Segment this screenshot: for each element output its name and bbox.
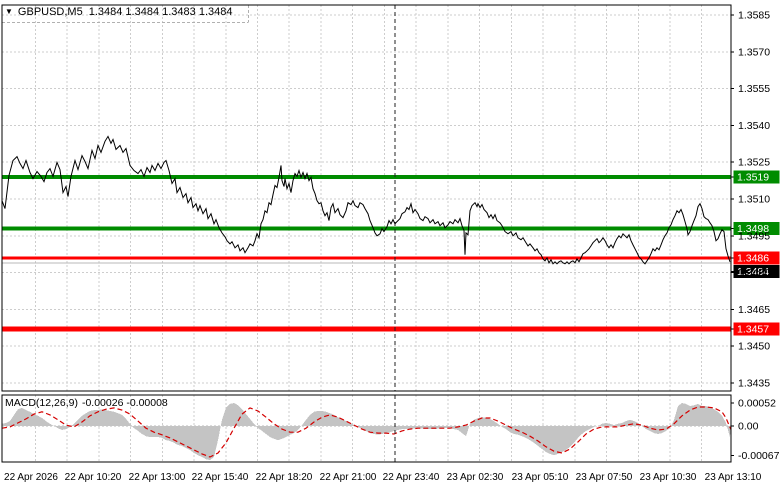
level-tag-1.3457: 1.3457 — [737, 324, 769, 336]
time-axis-labels[interactable]: 22 Apr 2026 22 Apr 10:20 22 Apr 13:00 22 Ap… — [4, 472, 762, 483]
macd-panel-border — [1, 394, 732, 463]
macd-axis-label: 0.00052 — [738, 398, 776, 410]
price-axis-label: 1.3525 — [738, 157, 770, 169]
time-axis-label[interactable]: 23 Apr 10:30 — [640, 472, 697, 483]
current-price-tag: 1.3484 — [737, 266, 769, 278]
level-tag-1.3457-bg — [733, 322, 780, 336]
time-axis-label[interactable]: 22 Apr 18:20 — [256, 472, 313, 483]
price-axis-labels: 1.3585 1.3570 1.3555 1.3540 1.3525 1.3510 1.34… — [738, 10, 770, 390]
macd-values: -0.00026 -0.00008 — [81, 397, 168, 409]
symbol-info-box-border — [2, 5, 249, 23]
price-axis-label: 1.3585 — [738, 10, 770, 22]
price-line-series — [1, 135, 731, 265]
macd-indicator-name: MACD(12,26,9) — [5, 397, 78, 409]
price-polyline — [1, 135, 731, 265]
dropdown-arrow-icon[interactable]: ▼ — [5, 7, 13, 16]
time-axis-label[interactable]: 23 Apr 02:30 — [447, 472, 504, 483]
level-tag-1.3498: 1.3498 — [737, 223, 769, 235]
price-axis-label: 1.3435 — [738, 378, 770, 390]
macd-signal-line — [1, 406, 732, 458]
price-axis-label: 1.3555 — [738, 83, 770, 95]
ohlc-quotes: 1.3484 1.3484 1.3483 1.3484 — [88, 6, 233, 18]
time-axis-label[interactable]: 22 Apr 15:40 — [192, 472, 249, 483]
macd-axis-labels: 0.00052 0.00 -0.00067 — [738, 398, 780, 463]
level-tag-1.3519: 1.3519 — [737, 171, 769, 183]
time-axis-label[interactable]: 23 Apr 07:50 — [576, 472, 633, 483]
level-tag-1.3519-bg — [733, 170, 780, 184]
price-axis-label: 1.3510 — [738, 194, 770, 206]
time-axis-label[interactable]: 22 Apr 13:00 — [129, 472, 186, 483]
price-level-tags: 1.3519 1.3498 1.3486 1.3457 1.3484 — [733, 170, 780, 336]
macd-indicator — [1, 403, 732, 461]
time-axis-label[interactable]: 22 Apr 23:40 — [383, 472, 440, 483]
symbol-header: ▼ GBPUSD,M5 1.3484 1.3484 1.3483 1.3484 — [5, 6, 232, 18]
panel-borders — [1, 4, 732, 463]
macd-axis-label: -0.00067 — [738, 450, 780, 462]
level-lines — [2, 174, 731, 332]
main-panel-border — [1, 4, 732, 392]
price-axis-label: 1.3540 — [738, 120, 770, 132]
level-tag-1.3486: 1.3486 — [737, 252, 769, 264]
time-axis-label[interactable]: 22 Apr 21:00 — [320, 472, 377, 483]
macd-axis-label: 0.00 — [738, 421, 759, 433]
macd-histogram-area — [2, 403, 731, 461]
macd-label: MACD(12,26,9) -0.00026 -0.00008 — [5, 397, 168, 409]
price-axis-label: 1.3495 — [738, 230, 770, 242]
price-axis-label: 1.3570 — [738, 46, 770, 58]
time-axis-label[interactable]: 22 Apr 2026 — [4, 472, 58, 483]
time-axis-label[interactable]: 23 Apr 05:10 — [512, 472, 569, 483]
grid-lines — [2, 5, 731, 462]
current-price-tag-bg — [733, 264, 780, 278]
time-axis-label[interactable]: 23 Apr 13:10 — [705, 472, 762, 483]
price-axis-label: 1.3450 — [738, 341, 770, 353]
level-tag-1.3486-bg — [733, 251, 780, 265]
time-axis-label[interactable]: 22 Apr 10:20 — [65, 472, 122, 483]
price-axis-label: 1.3465 — [738, 304, 770, 316]
level-tag-1.3498-bg — [733, 221, 780, 235]
price-axis-label: 1.3480 — [738, 267, 770, 279]
symbol-period-label: GBPUSD,M5 — [17, 6, 83, 18]
